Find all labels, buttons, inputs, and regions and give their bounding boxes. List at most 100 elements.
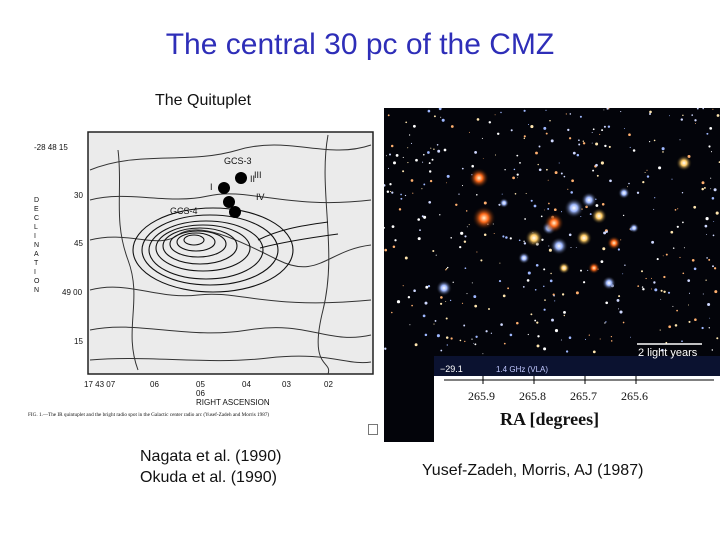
bright-star <box>618 187 630 199</box>
star <box>624 264 626 266</box>
star <box>534 288 537 291</box>
star <box>458 193 460 195</box>
label-gcs-3: GCS-3 <box>224 156 252 166</box>
dec-tick: 30 <box>74 191 83 200</box>
declination-letter: O <box>34 278 40 285</box>
star <box>578 143 581 146</box>
star <box>610 340 613 342</box>
star <box>391 311 393 314</box>
star <box>465 210 468 212</box>
bright-star <box>576 230 592 246</box>
star <box>662 255 664 257</box>
star <box>537 335 540 338</box>
declination-letter: N <box>34 287 39 294</box>
star <box>694 119 697 122</box>
star <box>705 234 707 236</box>
contour-map-figure: GCS-3 GCS-4 I II III IV -28 48 15 30 45 … <box>28 130 378 420</box>
star <box>530 199 533 202</box>
star <box>390 144 394 148</box>
star <box>691 114 694 116</box>
star <box>602 247 606 251</box>
star <box>540 215 543 218</box>
star <box>512 176 515 180</box>
ra-ticks: 17 43 07 06 05 04 03 02 06 RIGHT ASCENSI… <box>84 380 333 407</box>
star <box>708 145 711 148</box>
star <box>384 248 388 252</box>
star <box>450 237 452 239</box>
ra-tick: 06 <box>150 380 159 389</box>
star <box>393 161 396 165</box>
star <box>712 265 714 268</box>
star <box>446 182 448 184</box>
star <box>707 302 711 307</box>
star <box>705 279 707 281</box>
star <box>461 302 464 304</box>
ra-tick: 17 43 07 <box>84 380 116 389</box>
star <box>650 288 652 290</box>
star <box>468 224 470 226</box>
star <box>656 258 659 261</box>
star <box>619 310 623 314</box>
star <box>661 348 664 352</box>
star <box>482 353 484 355</box>
star <box>618 295 621 298</box>
star <box>663 275 666 279</box>
star <box>431 158 434 161</box>
star <box>527 271 531 275</box>
star <box>604 144 607 148</box>
ra-tick: 265.9 <box>468 389 495 403</box>
star <box>523 242 527 245</box>
star <box>449 299 452 302</box>
star <box>579 115 582 118</box>
star <box>654 288 658 292</box>
star <box>605 230 608 233</box>
star <box>384 184 386 187</box>
star <box>421 188 423 190</box>
star <box>571 179 574 183</box>
star <box>544 299 546 301</box>
ra-tick: 03 <box>282 380 291 389</box>
star <box>659 329 661 331</box>
star <box>391 225 395 228</box>
star <box>667 291 671 294</box>
star <box>519 162 521 164</box>
star <box>671 178 673 180</box>
star <box>706 132 709 135</box>
star <box>471 338 473 340</box>
star <box>688 292 691 294</box>
star <box>488 121 492 124</box>
star <box>617 308 620 310</box>
star <box>402 285 404 287</box>
star <box>386 190 390 193</box>
star <box>460 231 464 235</box>
star <box>610 335 613 338</box>
star <box>443 148 447 152</box>
star <box>701 187 704 191</box>
star <box>534 319 537 322</box>
bright-star <box>564 198 584 218</box>
star <box>498 280 502 283</box>
star <box>617 248 621 251</box>
star <box>575 291 579 295</box>
star <box>384 226 385 229</box>
star <box>435 254 437 256</box>
star <box>629 146 631 148</box>
star <box>500 323 503 326</box>
star <box>413 289 416 292</box>
star <box>677 208 679 210</box>
star <box>710 188 712 190</box>
star <box>427 284 431 288</box>
star <box>702 108 704 110</box>
star <box>646 169 648 171</box>
star <box>704 224 708 228</box>
star <box>419 229 421 231</box>
ra-tick: 06 <box>196 389 205 398</box>
star <box>665 341 668 344</box>
declination-letter: N <box>34 242 39 249</box>
star <box>568 233 572 237</box>
star <box>398 208 402 211</box>
star <box>446 174 450 178</box>
star <box>503 342 506 345</box>
star <box>694 123 696 124</box>
star <box>601 129 604 132</box>
